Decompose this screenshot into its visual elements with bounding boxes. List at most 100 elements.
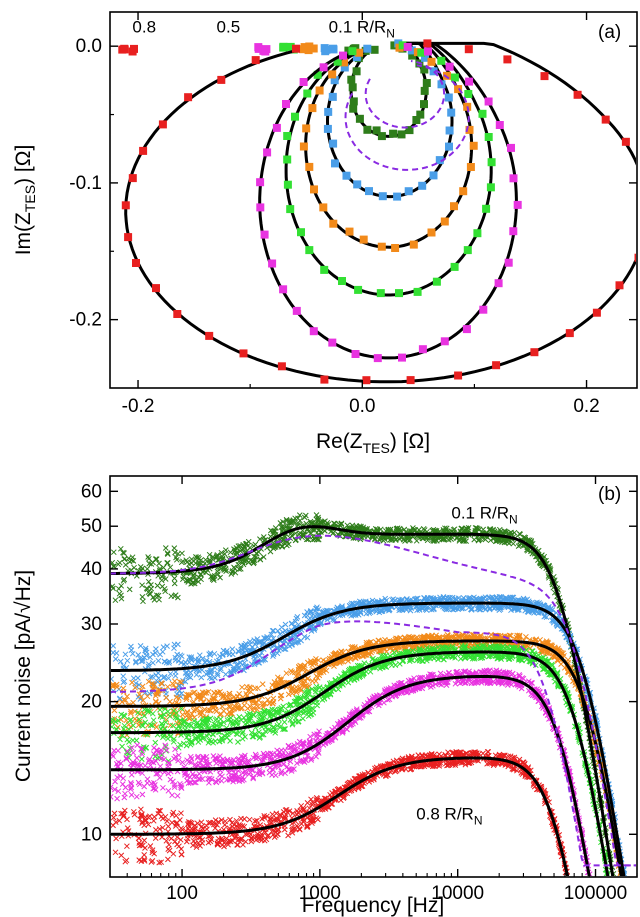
noise-point [460,595,467,601]
noise-point [187,674,194,681]
noise-point [424,537,431,544]
impedance-point [260,230,269,239]
impedance-point [309,44,318,53]
noise-point [149,673,156,680]
noise-point [525,609,532,615]
noise-point [157,763,164,770]
noise-point [171,593,178,600]
noise-point [304,659,311,666]
noise-point [399,604,405,611]
noise-point [405,597,412,604]
impedance-point [509,227,518,236]
impedance-point [427,228,436,237]
noise-point [258,657,265,664]
noise-point [282,646,289,652]
noise-point [171,575,178,582]
noise-point [240,561,247,568]
noise-point [431,538,438,544]
noise-point [150,651,156,658]
impedance-point [128,47,137,56]
noise-point [144,693,151,700]
impedance-point [329,139,338,148]
impedance-point [494,279,503,288]
impedance-point [339,51,347,60]
noise-point [241,544,248,550]
noise-point [375,637,382,644]
noise-point [331,520,338,527]
noise-point [166,658,173,665]
noise-point [385,606,391,612]
noise-point [162,545,169,551]
impedance-point [292,306,301,315]
impedance-point [464,90,473,98]
impedance-point [319,63,328,72]
impedance-point [349,104,358,113]
noise-point [440,603,446,610]
noise-point [162,576,169,582]
impedance-point [486,183,495,192]
impedance-plot-area [118,39,636,385]
impedance-point [328,92,337,101]
noise-point [497,606,504,613]
noise-point [216,653,223,659]
noise-point [388,535,395,542]
noise-point [179,711,186,718]
impedance-plot-frame [109,11,638,389]
impedance-point [365,187,373,196]
noise-point [231,564,237,571]
noise-point [197,710,203,716]
noise-point [151,745,157,751]
noise-point [193,671,200,678]
noise-point [120,662,127,669]
noise-point [282,621,289,628]
noise-point [226,651,233,658]
noise-point [186,715,193,722]
impedance-point [279,285,288,294]
impedance-point [429,171,438,180]
noise-point [149,710,156,717]
impedance-point [256,203,265,212]
noise-point [223,649,229,655]
noise-point [419,535,426,542]
impedance-point [507,143,515,152]
noise-point [111,549,117,556]
noise-point [111,707,118,714]
impedance-point [302,124,311,133]
impedance-point [420,65,429,74]
noise-point [111,559,116,566]
noise-point [387,526,394,533]
noise-point [357,610,364,617]
noise-point [159,648,166,655]
noise-plot-frame [109,475,638,878]
noise-point [139,658,146,664]
noise-point [270,545,277,552]
noise-point [396,644,402,651]
noise-point [111,676,115,682]
noise-point [135,652,142,658]
noise-point [161,673,168,680]
impedance-point [450,262,459,271]
impedance-point [473,229,482,238]
noise-point [389,596,395,603]
noise-point [233,661,240,668]
noise-point [157,706,163,713]
noise-point [120,549,126,556]
impedance-point [450,202,458,211]
noise-point [121,678,128,685]
noise-point [308,623,315,630]
noise-point [228,668,234,675]
impedance-point [348,83,357,92]
noise-point [303,520,310,527]
noise-point [242,541,249,547]
noise-point [124,736,131,743]
noise-point [178,679,185,686]
noise-point [217,716,224,722]
impedance-point [413,287,422,296]
impedance-point [418,181,427,190]
noise-point [140,697,146,704]
noise-point [112,656,119,662]
noise-point [456,536,463,543]
noise-point [165,675,172,682]
impedance-point [330,76,339,85]
impedance-point [363,125,372,134]
